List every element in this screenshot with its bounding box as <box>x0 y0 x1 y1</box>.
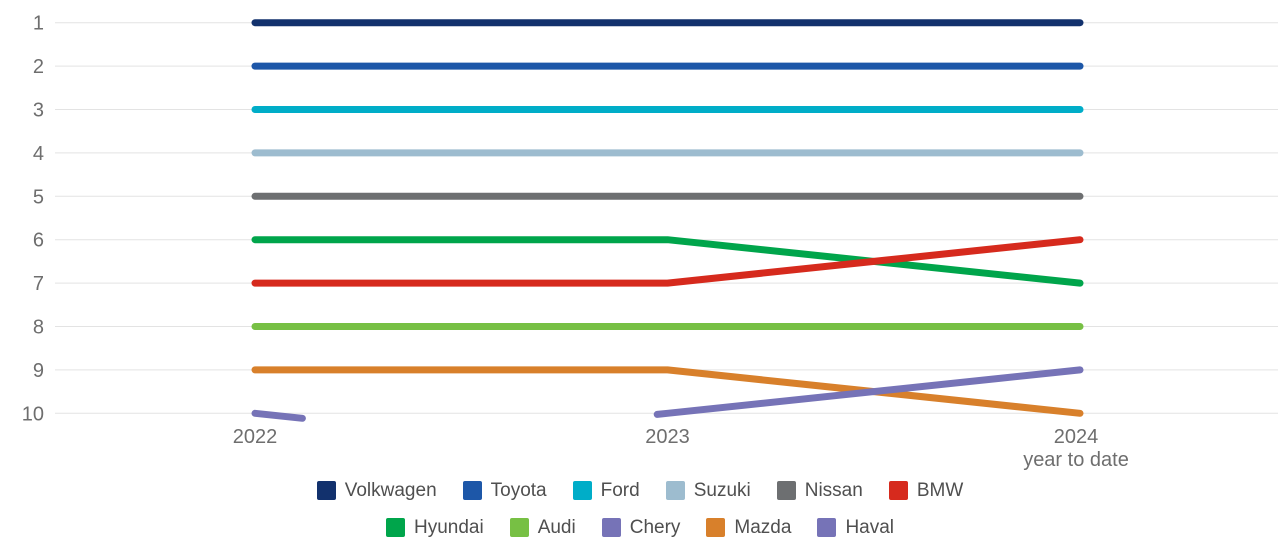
x-axis-label-2023: 2023 <box>645 426 690 448</box>
legend-swatch-toyota <box>462 481 482 500</box>
legend-swatch-suzuki <box>665 481 685 500</box>
x-axis-labels: 2022 2023 2024 year to date <box>233 426 1129 471</box>
y-axis-tick-4: 4 <box>33 143 44 165</box>
legend-label-bmw: BMW <box>916 480 964 501</box>
y-axis-tick-3: 3 <box>33 100 44 122</box>
y-axis-tick-7: 7 <box>33 273 44 295</box>
legend-swatch-volkwagen <box>316 481 336 500</box>
y-axis-tick-1: 1 <box>33 13 44 35</box>
legend-item-suzuki: Suzuki <box>665 479 751 502</box>
gridlines <box>55 22 1278 414</box>
x-axis-label-2024: 2024 <box>1054 426 1099 448</box>
y-axis-tick-5: 5 <box>33 186 44 208</box>
legend-swatch-ford <box>572 481 592 500</box>
legend-swatch-nissan <box>776 481 796 500</box>
legend-label-volkwagen: Volkwagen <box>344 480 437 501</box>
legend-item-volkwagen: Volkwagen <box>316 479 437 502</box>
series-line-hyundai <box>251 236 1084 287</box>
y-axis-tick-9: 9 <box>33 360 44 382</box>
legend-label-ford: Ford <box>600 480 640 501</box>
legend-swatch-hyundai <box>385 518 405 537</box>
legend-item-ford: Ford <box>572 479 640 502</box>
legend-item-toyota: Toyota <box>462 479 547 502</box>
legend-label-suzuki: Suzuki <box>693 480 751 501</box>
legend-swatch-haval <box>817 518 837 537</box>
legend-label-audi: Audi <box>537 517 576 538</box>
legend-swatch-mazda <box>706 518 726 537</box>
x-axis-sublabel-year-to-date: year to date <box>1023 449 1129 471</box>
legend-row-2: Hyundai Audi Chery Mazda Haval <box>385 516 894 539</box>
chart-legend: Volkwagen Toyota Ford Suzuki Nissan BMW Hyunda… <box>0 479 1280 539</box>
series-lines <box>251 19 1084 422</box>
legend-swatch-audi <box>509 518 529 537</box>
y-axis-tick-2: 2 <box>33 56 44 78</box>
legend-swatch-bmw <box>888 481 908 500</box>
series-line-mazda <box>251 366 1084 417</box>
legend-label-mazda: Mazda <box>734 517 792 538</box>
y-axis-tick-6: 6 <box>33 230 44 252</box>
legend-label-nissan: Nissan <box>804 480 863 501</box>
y-axis-ticks: 1 2 3 4 5 6 7 8 9 10 <box>22 13 44 426</box>
legend-row-1: Volkwagen Toyota Ford Suzuki Nissan BMW <box>316 479 964 502</box>
legend-item-audi: Audi <box>509 516 576 539</box>
legend-label-hyundai: Hyundai <box>413 517 484 538</box>
series-line-haval <box>251 409 306 422</box>
legend-item-bmw: BMW <box>888 479 964 502</box>
y-axis-tick-8: 8 <box>33 317 44 339</box>
legend-label-haval: Haval <box>845 517 895 538</box>
series-line-bmw <box>251 236 1084 287</box>
legend-item-nissan: Nissan <box>776 479 863 502</box>
series-line-chery <box>653 366 1084 418</box>
legend-item-chery: Chery <box>601 516 681 539</box>
x-axis-label-2022: 2022 <box>233 426 278 448</box>
legend-label-chery: Chery <box>629 517 681 538</box>
plot-area: 1 2 3 4 5 6 7 8 9 10 2022 2023 2024 year to date <box>22 13 1278 471</box>
legend-label-toyota: Toyota <box>490 480 547 501</box>
legend-item-haval: Haval <box>817 516 894 539</box>
y-axis-tick-10: 10 <box>22 403 44 425</box>
legend-swatch-chery <box>601 518 621 537</box>
legend-item-mazda: Mazda <box>706 516 791 539</box>
legend-item-hyundai: Hyundai <box>385 516 484 539</box>
